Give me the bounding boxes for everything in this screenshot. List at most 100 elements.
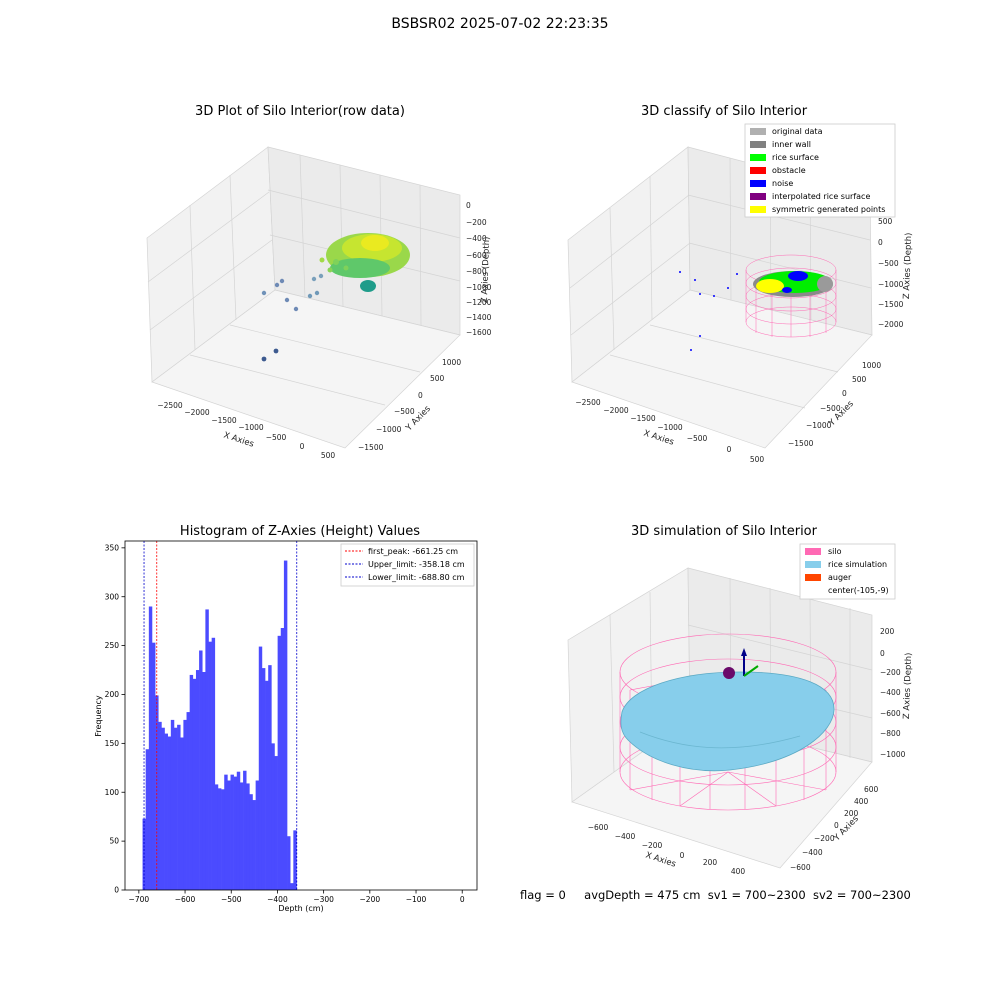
raw-y-ticks: −1500 −1000 −500 0 500 1000 — [358, 358, 461, 452]
footer-avg-depth: avgDepth = 475 cm — [584, 888, 701, 902]
classify-x-ticks: −2500 −2000 −1500 −1000 −500 0 500 — [575, 398, 764, 464]
histogram-bar — [173, 727, 178, 890]
y-tick-label: 0 — [114, 886, 119, 895]
sim-z-tick: −600 — [880, 709, 901, 718]
classify-x-tick: −500 — [687, 434, 708, 443]
classify-z-tick: −2000 — [878, 320, 904, 329]
classify-x-tick: 0 — [727, 445, 732, 454]
sim-x-tick: 200 — [703, 858, 718, 867]
histogram-title: Histogram of Z-Axies (Height) Values — [179, 524, 421, 539]
legend-rice-surface: rice surface — [772, 153, 819, 162]
legend-swatch — [805, 561, 821, 568]
histogram-bar — [287, 836, 291, 890]
raw-x-tick: −1500 — [211, 416, 237, 425]
raw-z-tick: −200 — [466, 218, 487, 227]
classify-z-tick: 500 — [878, 217, 893, 226]
histogram-bars — [142, 560, 297, 890]
legend-auger: auger — [828, 573, 852, 582]
histogram-bar — [205, 609, 209, 890]
classify-y-tick: 0 — [842, 389, 847, 398]
legend-lower-limit: Lower_limit: -688.80 cm — [368, 573, 465, 582]
histogram-bar — [170, 719, 175, 890]
classify-points — [679, 271, 833, 351]
legend-rice-simulation: rice simulation — [828, 560, 887, 569]
classify-x-tick: −2000 — [603, 406, 629, 415]
simulation-3d-plot: silo rice simulation auger center(-105,-… — [567, 543, 914, 876]
raw-z-tick: −800 — [466, 267, 487, 276]
y-tick-label: 200 — [105, 690, 120, 699]
legend-obstacle: obstacle — [772, 166, 806, 175]
classify-z-ticks: 500 0 −500 −1000 −1500 −2000 — [878, 217, 904, 329]
raw-axes-box — [146, 146, 461, 449]
raw-z-tick: −1000 — [466, 283, 492, 292]
y-tick-label: 150 — [105, 739, 120, 748]
summary-footer: flag = 0 avgDepth = 475 cm sv1 = 700~230… — [520, 888, 911, 902]
classify-y-tick: −500 — [820, 404, 841, 413]
raw-z-tick: −1200 — [466, 298, 492, 307]
sim-z-tick: 0 — [880, 649, 885, 658]
raw-y-tick: 1000 — [442, 358, 461, 367]
histogram-bar — [277, 635, 282, 890]
raw-y-tick: −1500 — [358, 443, 384, 452]
sim-z-tick: 200 — [880, 627, 895, 636]
raw-y-tick: −1000 — [376, 425, 402, 434]
simulation-rice-surface — [620, 671, 835, 772]
histogram-bar — [255, 780, 260, 890]
y-tick-label: 50 — [109, 837, 119, 846]
sim-y-tick: −400 — [802, 848, 823, 857]
x-tick-label: −400 — [267, 895, 288, 904]
histogram-bar — [230, 774, 234, 890]
simulation-x-ticks: −600 −400 −200 0 200 400 — [588, 823, 746, 876]
sim-y-tick: 0 — [834, 821, 839, 830]
classify-z-tick: −1500 — [878, 300, 904, 309]
raw-z-tick: 0 — [466, 201, 471, 210]
legend-first-peak: first_peak: -661.25 cm — [368, 547, 458, 556]
sim-x-tick: 0 — [680, 851, 685, 860]
y-tick-label: 350 — [105, 543, 120, 552]
histogram-bar — [224, 774, 228, 890]
histogram-bar — [290, 883, 294, 890]
histogram-bar — [158, 721, 162, 890]
histogram-bar — [183, 719, 187, 890]
classify-x-tick: −1500 — [630, 414, 656, 423]
x-tick-label: −200 — [360, 895, 381, 904]
legend-swatch — [805, 574, 821, 581]
raw-x-tick: −2000 — [184, 408, 210, 417]
legend-swatch — [750, 193, 766, 200]
histogram-bar — [258, 646, 263, 890]
classify-x-tick: −1000 — [657, 423, 683, 432]
raw-x-label: X Axies — [222, 430, 255, 449]
classify-z-tick: 0 — [878, 238, 883, 247]
histogram-bar — [227, 780, 231, 890]
histogram-bar — [199, 650, 203, 890]
raw-z-tick: −600 — [466, 251, 487, 260]
histogram-bar — [177, 724, 181, 890]
histogram-bar — [151, 642, 156, 890]
histogram-bar — [148, 606, 153, 890]
histogram-bar — [293, 830, 297, 890]
histogram-y-label: Frequency — [94, 695, 103, 737]
legend-swatch — [750, 154, 766, 161]
histogram-bar — [280, 628, 285, 890]
raw-z-label: Z Axies (Depth) — [480, 236, 492, 303]
histogram-bar — [249, 794, 253, 890]
raw-z-tick: −1600 — [466, 328, 492, 337]
histogram-frame — [124, 540, 478, 891]
x-tick-label: −600 — [175, 895, 196, 904]
histogram-bar — [189, 674, 194, 890]
raw-y-tick: 500 — [430, 374, 445, 383]
classify-y-tick: −1500 — [788, 439, 814, 448]
classify-3d-plot: original data inner wall rice surface ob… — [567, 123, 914, 464]
histogram-bar — [208, 641, 212, 890]
histogram-bar — [161, 727, 165, 890]
raw-y-tick: −500 — [394, 407, 415, 416]
histogram-bar — [271, 743, 275, 890]
histogram-y-ticks: 0 50 100 150 200 250 300 350 — [105, 543, 125, 895]
histogram-x-ticks: −700 −600 −500 −400 −300 −200 −100 0 — [129, 890, 465, 904]
classify-y-ticks: −1500 −1000 −500 0 500 1000 — [788, 361, 881, 448]
raw-z-tick: −1400 — [466, 313, 492, 322]
histogram-bar — [186, 712, 190, 890]
histogram-bar — [221, 789, 225, 890]
histogram-bar — [252, 800, 256, 890]
sim-x-tick: 400 — [731, 867, 746, 876]
